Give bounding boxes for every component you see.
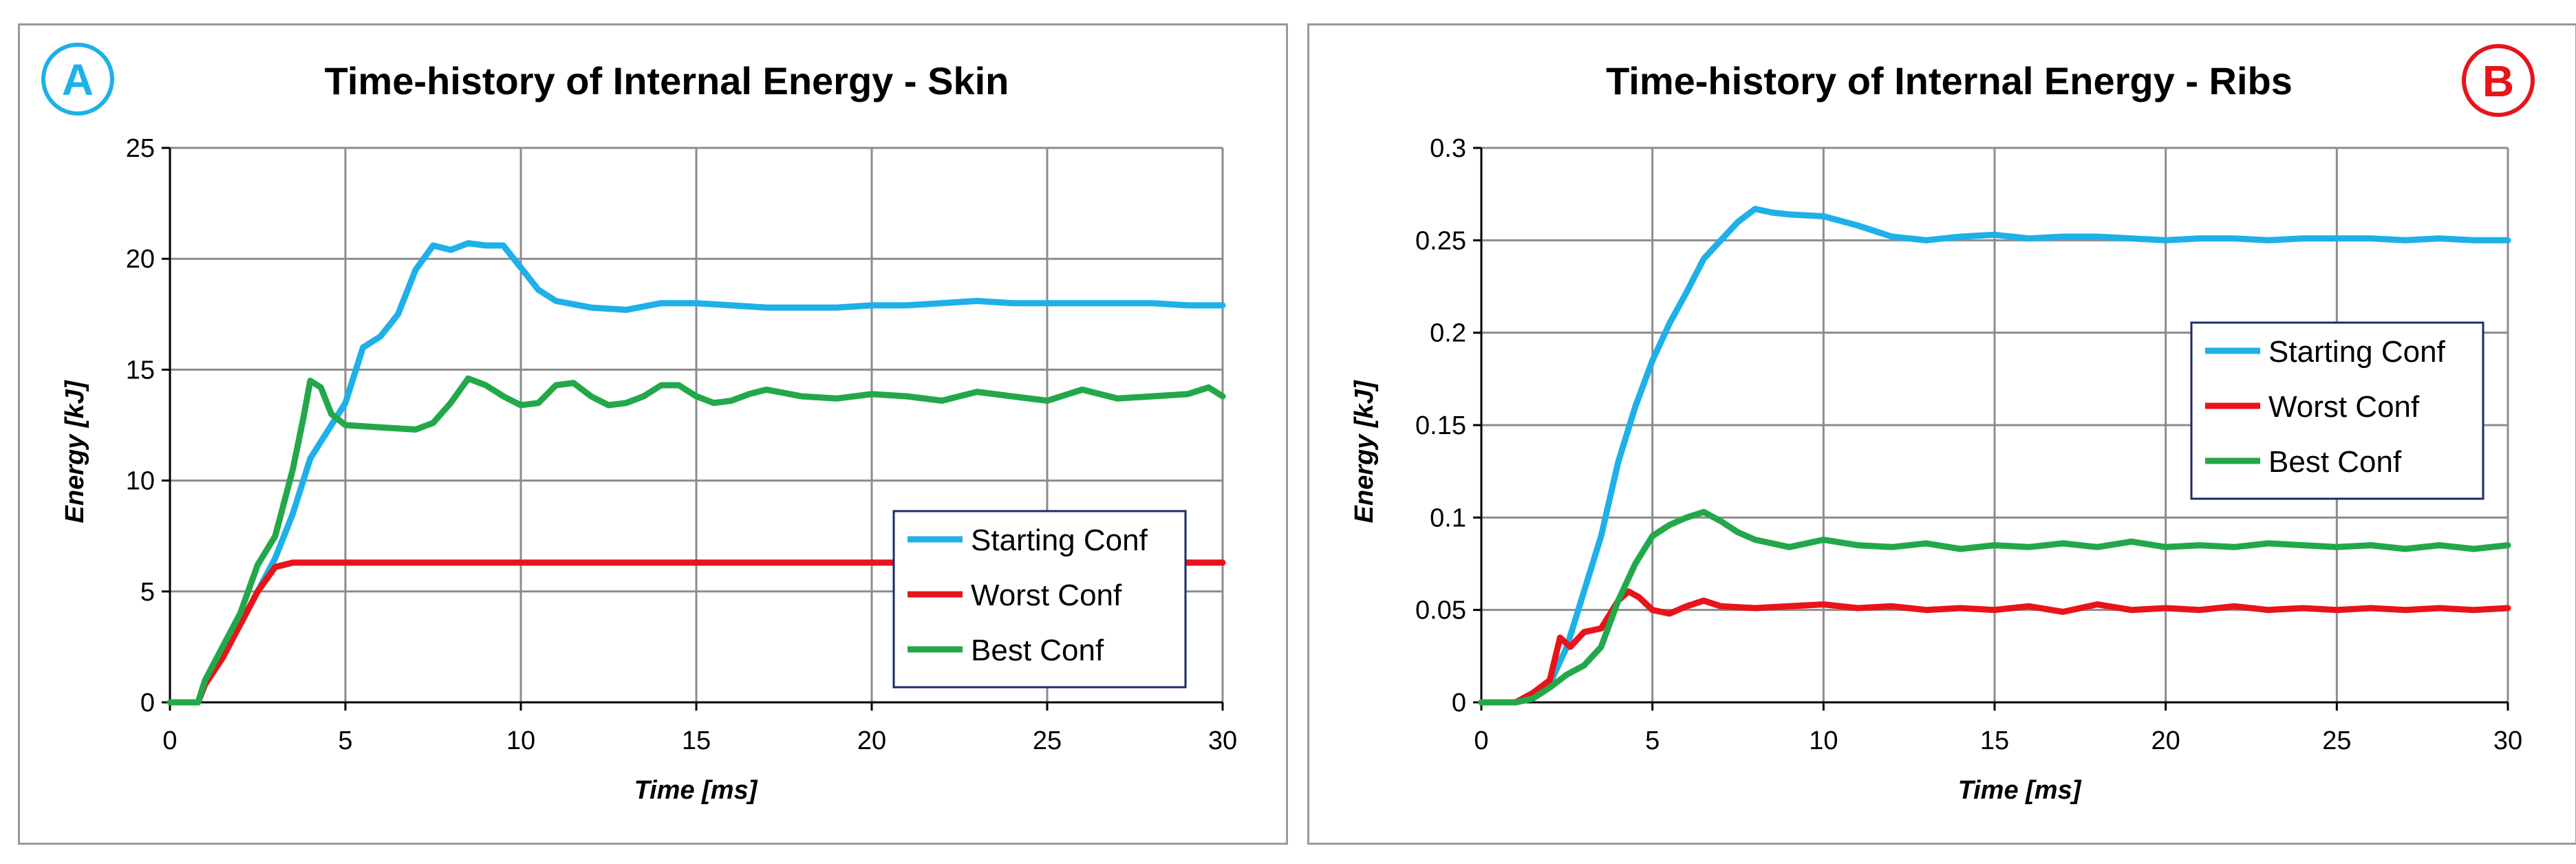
chart-skin: A Time-history of Internal Energy - Skin…	[41, 43, 1237, 805]
x-tick-label: 10	[506, 726, 535, 755]
chart-panel-skin: A Time-history of Internal Energy - Skin…	[18, 23, 1288, 845]
y-axis-label: Energy [kJ]	[61, 380, 89, 523]
y-tick-label: 0	[1452, 689, 1466, 717]
plot-area: 0 0.05 0.1 0.15 0.2 0.25 0.3 0 5 10 15 20 25 30	[1415, 134, 2522, 755]
x-tick-label: 20	[857, 726, 886, 755]
x-tick-label: 10	[1809, 726, 1838, 755]
x-tick-label: 15	[682, 726, 711, 755]
x-tick-label: 0	[1474, 726, 1488, 755]
x-tick-label: 5	[1645, 726, 1660, 755]
y-axis-label: Energy [kJ]	[1350, 380, 1379, 523]
y-tick-label: 0.2	[1430, 319, 1466, 348]
y-tick-label: 5	[140, 578, 155, 607]
series-line-best	[167, 375, 1226, 706]
legend-label-starting: Starting Conf	[2268, 335, 2446, 369]
x-tick-label: 25	[2322, 726, 2351, 755]
badge-b-circle	[2462, 44, 2535, 117]
y-tick-label: 10	[126, 467, 155, 496]
chart-panel-ribs: B Time-history of Internal Energy - Ribs…	[1307, 23, 2576, 845]
badge-b: B	[2462, 44, 2535, 117]
legend: Starting Conf Worst Conf Best Conf	[2190, 321, 2484, 500]
y-tick-label: 0.05	[1415, 596, 1466, 625]
series-line-starting	[1478, 206, 2511, 706]
series-line-starting	[167, 240, 1226, 706]
x-tick-label: 0	[162, 726, 177, 755]
legend-label-best: Best Conf	[971, 634, 1104, 667]
badge-a-label: A	[62, 55, 94, 105]
x-tick-label: 20	[2151, 726, 2180, 755]
legend-label-best: Best Conf	[2268, 445, 2402, 479]
y-tick-label: 25	[126, 134, 155, 163]
x-axis-label: Time [ms]	[1958, 776, 2082, 805]
y-tick-label: 15	[126, 356, 155, 385]
y-tick-label: 0.1	[1430, 504, 1466, 532]
legend-label-worst: Worst Conf	[2268, 390, 2420, 424]
series-line-worst	[1478, 588, 2511, 706]
badge-b-label: B	[2482, 56, 2514, 106]
y-tick-label: 0	[140, 689, 155, 717]
badge-a-circle	[41, 43, 114, 116]
y-tick-label: 0.15	[1415, 411, 1466, 440]
chart-ribs: B Time-history of Internal Energy - Ribs…	[1350, 44, 2535, 805]
badge-a: A	[41, 43, 114, 116]
x-tick-label: 30	[2493, 726, 2522, 755]
legend: Starting Conf Worst Conf Best Conf	[892, 510, 1187, 689]
x-tick-label: 30	[1208, 726, 1237, 755]
x-tick-label: 25	[1033, 726, 1062, 755]
chart-title: Time-history of Internal Energy - Skin	[325, 59, 1009, 102]
y-tick-label: 0.25	[1415, 226, 1466, 255]
x-axis-label: Time [ms]	[634, 776, 758, 805]
y-tick-label: 0.3	[1430, 134, 1466, 163]
legend-label-worst: Worst Conf	[971, 579, 1122, 612]
series-line-best	[1478, 508, 2511, 706]
x-tick-label: 5	[338, 726, 352, 755]
legend-label-starting: Starting Conf	[971, 523, 1148, 557]
x-tick-label: 15	[1980, 726, 2009, 755]
y-tick-label: 20	[126, 245, 155, 274]
chart-title: Time-history of Internal Energy - Ribs	[1606, 59, 2293, 102]
